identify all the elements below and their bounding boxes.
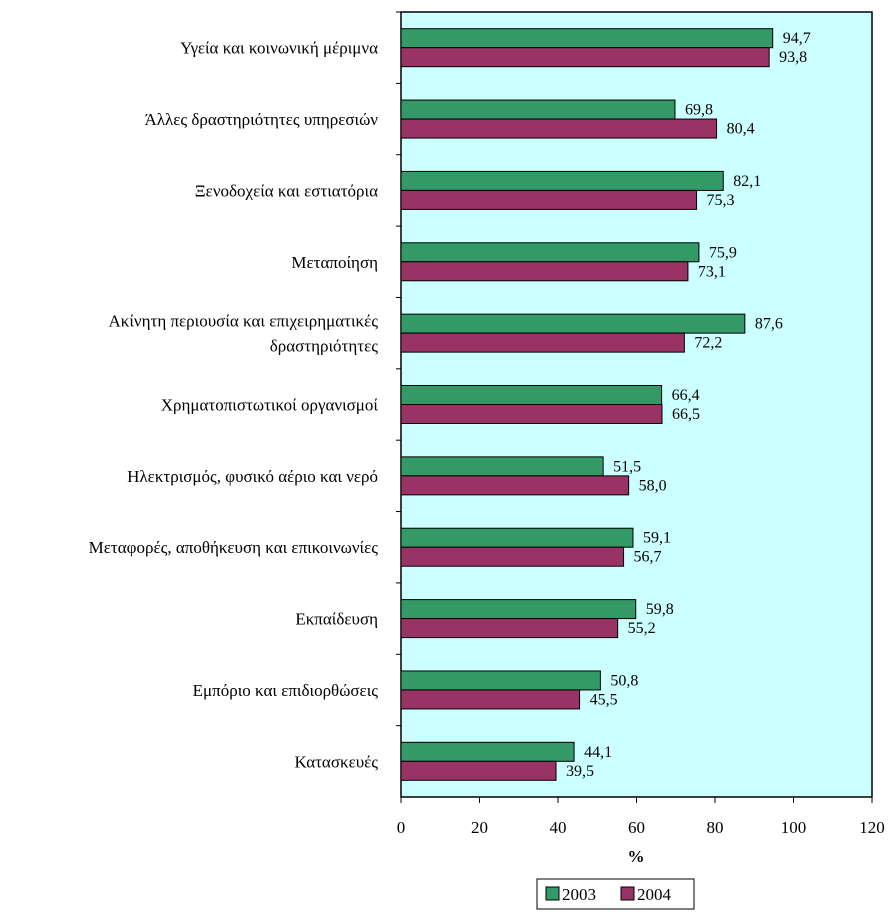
category-label-2: Ξενοδοχεία και εστιατόρια (195, 181, 378, 200)
bar-2004-1 (400, 118, 718, 139)
legend-label-2004: 2004 (637, 885, 672, 904)
x-axis-title: % (628, 847, 645, 866)
category-label-10: Κατασκευές (295, 752, 379, 771)
value-label-2003-7: 59,1 (643, 530, 671, 547)
x-tick-label-5: 100 (781, 818, 807, 837)
bar-2003-4 (400, 313, 746, 334)
legend: 2003 2004 (536, 878, 695, 910)
value-label-2004-10: 39,5 (566, 763, 594, 780)
bar-2003-5 (400, 385, 663, 405)
bar-2004-8 (400, 618, 619, 639)
bar-2004-9 (400, 689, 581, 710)
bar-2003-8 (400, 599, 637, 620)
bar-2003-7 (400, 527, 634, 548)
value-label-2003-4: 87,6 (755, 316, 783, 333)
value-label-2004-3: 73,1 (698, 263, 726, 280)
value-label-2004-6: 58,0 (639, 477, 667, 494)
value-label-2003-10: 44,1 (584, 744, 612, 761)
bar-2003-3 (400, 242, 700, 263)
category-label-6: Ηλεκτρισμός, φυσικό αέριο και νερό (127, 467, 378, 486)
x-axis: 0 20 40 60 80 100 120 (397, 797, 885, 837)
bars-group: 94,7 93,8 69,8 80,4 82,1 75,3 75,9 73,1 87,6 72,2… (400, 28, 811, 781)
category-label-7: Μεταφορές, αποθήκευση και επικοινωνίες (89, 538, 379, 557)
bar-2003-2 (400, 170, 724, 191)
category-label-0: Υγεία και κοινωνική μέριμνα (180, 39, 378, 58)
bar-2004-0 (400, 47, 770, 68)
value-label-2004-9: 45,5 (590, 691, 618, 708)
value-label-2004-8: 55,2 (628, 620, 656, 637)
category-label-5: Χρηματοπιστωτικοί οργανισμοί (161, 396, 379, 415)
value-label-2004-2: 75,3 (707, 192, 735, 209)
x-tick-label-3: 60 (628, 818, 645, 837)
bar-2004-3 (400, 261, 689, 282)
bar-2004-6 (400, 475, 630, 496)
x-tick-label-2: 40 (550, 818, 567, 837)
x-tick-label-0: 0 (397, 818, 406, 837)
bar-2003-0 (400, 28, 774, 49)
legend-swatch-2004 (620, 886, 635, 901)
value-label-2003-8: 59,8 (646, 601, 674, 618)
legend-swatch-2003 (545, 886, 560, 901)
bar-2004-2 (400, 189, 698, 210)
value-label-2004-1: 80,4 (727, 121, 755, 138)
category-label-3: Μεταποίηση (291, 253, 378, 272)
category-label-4: δραστηριότητες (270, 337, 379, 356)
value-label-2003-5: 66,4 (672, 387, 700, 404)
value-label-2004-4: 72,2 (694, 335, 722, 352)
bar-2003-1 (400, 99, 676, 120)
value-label-2003-6: 51,5 (613, 458, 641, 475)
bar-2004-5 (400, 404, 663, 424)
bar-2003-6 (400, 456, 604, 477)
bar-2003-9 (400, 670, 601, 691)
x-tick-label-6: 120 (859, 818, 885, 837)
value-label-2003-2: 82,1 (733, 173, 761, 190)
value-label-2003-3: 75,9 (709, 244, 737, 261)
value-label-2003-9: 50,8 (610, 672, 638, 689)
bar-2004-7 (400, 546, 625, 567)
value-label-2004-7: 56,7 (634, 549, 662, 566)
category-label-1: Άλλες δραστηριότητες υπηρεσιών (144, 110, 378, 129)
value-label-2004-0: 93,8 (779, 49, 807, 66)
category-label-8: Εκπαίδευση (295, 610, 378, 629)
value-label-2003-0: 94,7 (783, 30, 811, 47)
legend-label-2003: 2003 (562, 885, 596, 904)
category-label-9: Εμπόριο και επιδιορθώσεις (193, 681, 379, 700)
legend-box (536, 878, 695, 910)
bar-2004-10 (400, 760, 557, 781)
x-tick-label-1: 20 (471, 818, 488, 837)
category-label-4: Ακίνητη περιουσία και επιχειρηματικές (109, 312, 379, 331)
value-label-2004-5: 66,5 (672, 406, 700, 423)
bar-2004-4 (400, 332, 685, 353)
bar-2003-10 (400, 741, 575, 762)
x-tick-label-4: 80 (707, 818, 724, 837)
category-labels: Υγεία και κοινωνική μέριμνα Άλλες δραστηρ… (89, 11, 401, 771)
value-label-2003-1: 69,8 (685, 102, 713, 119)
